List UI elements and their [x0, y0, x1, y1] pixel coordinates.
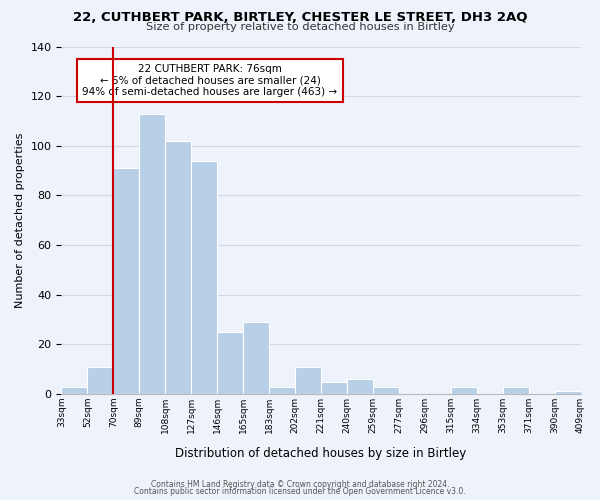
X-axis label: Distribution of detached houses by size in Birtley: Distribution of detached houses by size … [175, 447, 467, 460]
Bar [503, 386, 529, 394]
Bar [321, 382, 347, 394]
Bar [165, 141, 191, 394]
Bar [243, 322, 269, 394]
Text: 22 CUTHBERT PARK: 76sqm
← 5% of detached houses are smaller (24)
94% of semi-det: 22 CUTHBERT PARK: 76sqm ← 5% of detached… [82, 64, 338, 97]
Text: 22, CUTHBERT PARK, BIRTLEY, CHESTER LE STREET, DH3 2AQ: 22, CUTHBERT PARK, BIRTLEY, CHESTER LE S… [73, 11, 527, 24]
Bar [88, 366, 113, 394]
Y-axis label: Number of detached properties: Number of detached properties [15, 132, 25, 308]
Bar [269, 386, 295, 394]
Bar [139, 114, 165, 394]
Bar [451, 386, 476, 394]
Text: Size of property relative to detached houses in Birtley: Size of property relative to detached ho… [146, 22, 454, 32]
Text: Contains public sector information licensed under the Open Government Licence v3: Contains public sector information licen… [134, 487, 466, 496]
Bar [373, 386, 399, 394]
Bar [217, 332, 243, 394]
Bar [295, 366, 321, 394]
Bar [191, 160, 217, 394]
Bar [113, 168, 139, 394]
Bar [347, 379, 373, 394]
Bar [61, 386, 88, 394]
Bar [554, 392, 581, 394]
Text: Contains HM Land Registry data © Crown copyright and database right 2024.: Contains HM Land Registry data © Crown c… [151, 480, 449, 489]
